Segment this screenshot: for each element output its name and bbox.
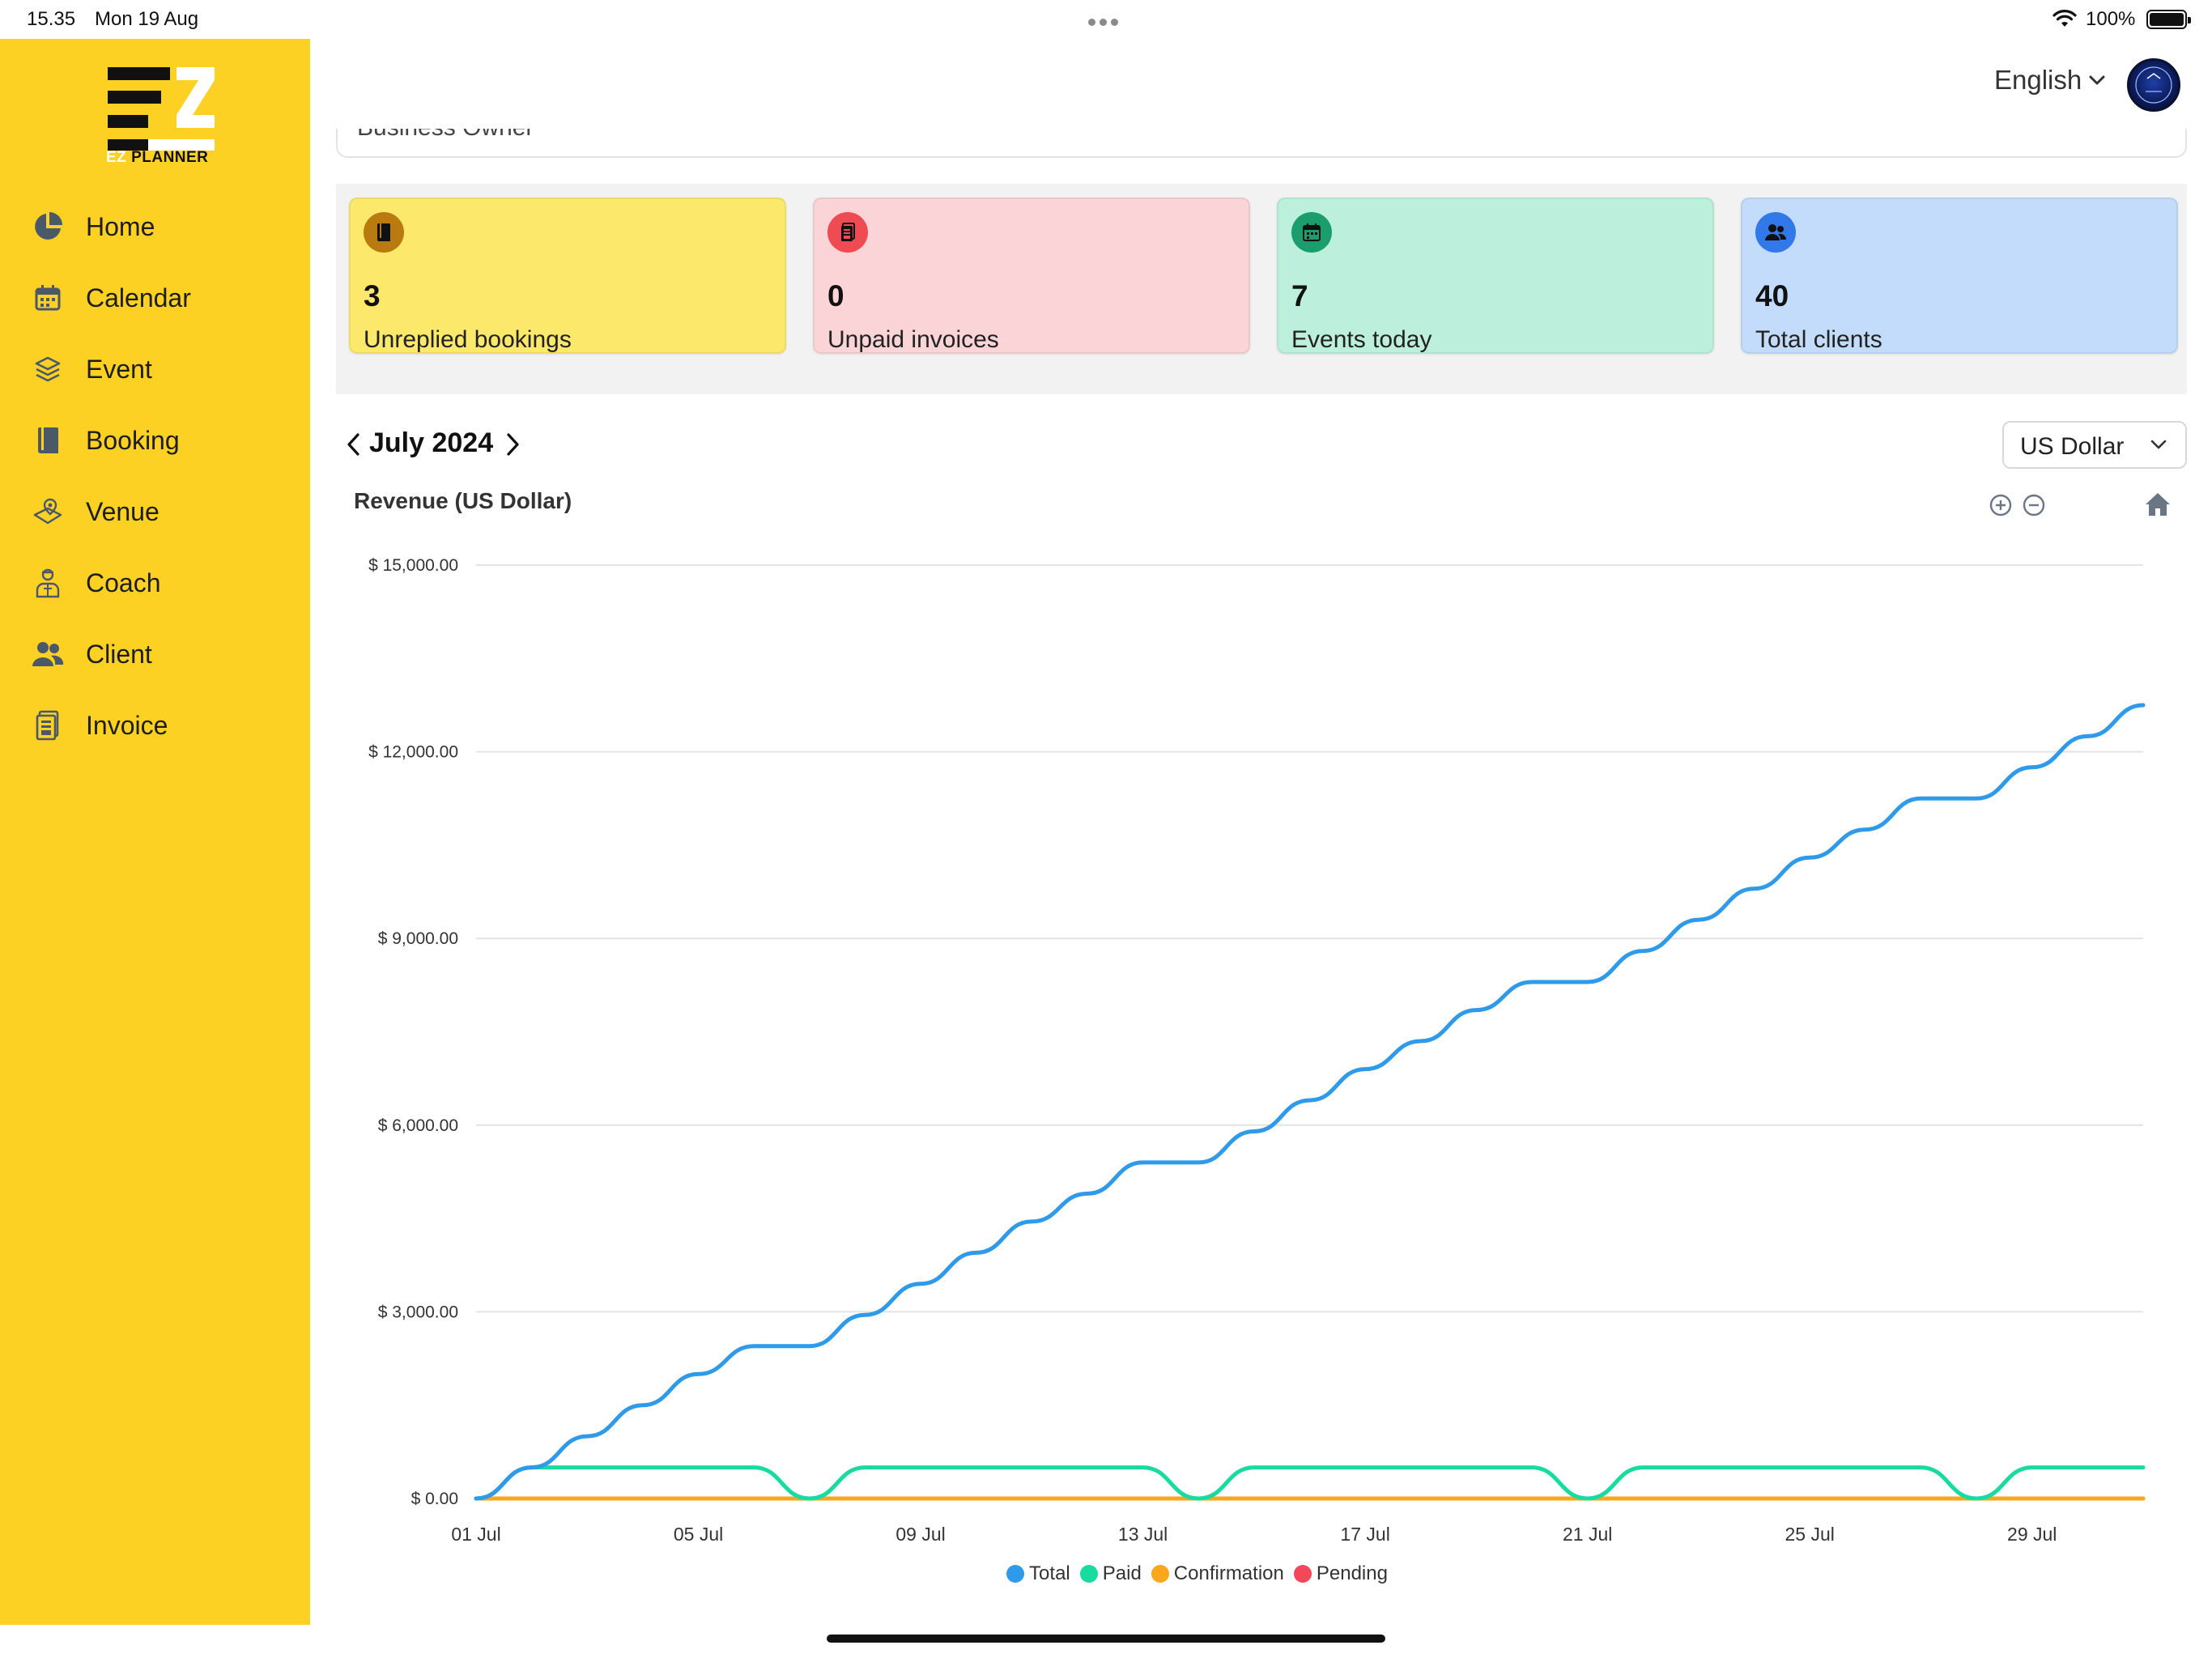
sidebar-item-invoice[interactable]: Invoice	[31, 701, 298, 750]
y-tick-label: $ 12,000.00	[368, 743, 458, 762]
stat-card-unpaid-invoices[interactable]: 0 Unpaid invoices	[813, 198, 1250, 354]
users-icon	[31, 637, 65, 671]
pie-chart-icon	[31, 210, 65, 244]
chart-legend: Total Paid Confirmation Pending	[0, 1562, 2212, 1585]
user-role-text: Business Owner	[357, 129, 534, 142]
legend-item-total[interactable]: Total	[1006, 1562, 1070, 1585]
stat-card-total-clients[interactable]: 40 Total clients	[1741, 198, 2178, 354]
legend-marker	[1151, 1565, 1169, 1583]
y-tick-label: $ 9,000.00	[378, 929, 458, 948]
invoice-icon	[31, 708, 65, 742]
multitasking-dots-icon[interactable]	[1088, 15, 1124, 26]
series-line-paid	[474, 1465, 2146, 1501]
stat-card-unreplied-bookings[interactable]: 3 Unreplied bookings	[349, 198, 786, 354]
legend-label: Total	[1029, 1562, 1070, 1584]
sidebar-item-label: Event	[86, 354, 152, 384]
coach-icon	[31, 566, 65, 600]
stat-label: Total clients	[1755, 326, 1882, 353]
status-date: Mon 19 Aug	[95, 8, 199, 30]
legend-item-paid[interactable]: Paid	[1079, 1562, 1142, 1585]
map-pin-icon	[31, 495, 65, 529]
stat-label: Events today	[1291, 326, 1432, 353]
sidebar-item-booking[interactable]: Booking	[31, 416, 298, 465]
status-time: 15.35	[27, 8, 76, 30]
sidebar-item-home[interactable]: Home	[31, 202, 298, 251]
users-icon	[1755, 212, 1796, 253]
book-icon	[31, 423, 65, 457]
calendar-icon	[31, 281, 65, 315]
zoom-in-icon[interactable]	[1989, 493, 2013, 517]
legend-marker	[1293, 1565, 1312, 1583]
sidebar-item-calendar[interactable]: Calendar	[31, 274, 298, 322]
reset-zoom-home-icon[interactable]	[2144, 491, 2172, 518]
invoice-icon	[827, 212, 868, 253]
sidebar-item-label: Coach	[86, 568, 161, 597]
stat-card-events-today[interactable]: 7 Events today	[1277, 198, 1714, 354]
sidebar-item-venue[interactable]: Venue	[31, 487, 298, 536]
legend-item-pending[interactable]: Pending	[1293, 1562, 1388, 1585]
x-tick-label: 13 Jul	[1118, 1524, 1168, 1545]
profile-panel: Business Owner	[336, 129, 2187, 158]
y-tick-label: $ 6,000.00	[378, 1116, 458, 1135]
stat-label: Unreplied bookings	[364, 326, 572, 353]
x-tick-label: 17 Jul	[1340, 1524, 1389, 1545]
layers-icon	[31, 352, 65, 386]
sidebar-item-coach[interactable]: Coach	[31, 559, 298, 607]
sidebar-item-label: Venue	[86, 496, 160, 526]
status-bar: 15.35 Mon 19 Aug 100%	[0, 0, 2212, 39]
wifi-icon	[2052, 10, 2077, 27]
y-tick-label: $ 15,000.00	[368, 556, 458, 575]
chevron-left-icon[interactable]	[343, 431, 364, 458]
legend-marker	[1006, 1565, 1025, 1583]
legend-item-confirmation[interactable]: Confirmation	[1151, 1562, 1284, 1585]
home-indicator	[827, 1635, 1385, 1643]
stats-panel: 3 Unreplied bookings 0 Unpaid invoices 7…	[336, 184, 2187, 394]
y-tick-label: $ 3,000.00	[378, 1303, 458, 1321]
battery-icon	[2146, 10, 2191, 29]
language-label: English	[1994, 65, 2082, 95]
zoom-out-icon[interactable]	[2022, 493, 2046, 517]
stat-value: 3	[364, 279, 381, 312]
legend-label: Pending	[1316, 1562, 1388, 1584]
x-tick-label: 01 Jul	[451, 1524, 500, 1545]
stat-value: 7	[1291, 279, 1308, 312]
month-label: July 2024	[369, 427, 494, 458]
y-tick-label: $ 0.00	[411, 1490, 458, 1508]
chevron-right-icon[interactable]	[502, 431, 523, 458]
x-tick-label: 25 Jul	[1785, 1524, 1835, 1545]
x-tick-label: 21 Jul	[1563, 1524, 1612, 1545]
x-tick-label: 29 Jul	[2007, 1524, 2057, 1545]
stat-value: 0	[827, 279, 844, 312]
champions-badge-icon	[2135, 66, 2172, 104]
sidebar-item-label: Home	[86, 211, 155, 241]
avatar[interactable]	[2127, 58, 2180, 112]
currency-select[interactable]: US Dollar	[2002, 421, 2187, 469]
stat-label: Unpaid invoices	[827, 326, 999, 353]
book-icon	[364, 212, 404, 253]
sidebar-item-label: Calendar	[86, 283, 191, 312]
legend-label: Confirmation	[1173, 1562, 1284, 1584]
legend-label: Paid	[1102, 1562, 1142, 1584]
legend-marker	[1079, 1565, 1098, 1583]
language-selector[interactable]: English	[1994, 65, 2106, 96]
battery-percent: 100%	[2086, 8, 2136, 30]
chevron-down-icon	[2150, 440, 2167, 449]
app-logo[interactable]	[97, 65, 219, 178]
currency-value: US Dollar	[2020, 433, 2125, 460]
x-tick-label: 05 Jul	[674, 1524, 723, 1545]
x-tick-label: 09 Jul	[895, 1524, 945, 1545]
sidebar-item-label: Invoice	[86, 710, 168, 740]
sidebar-item-event[interactable]: Event	[31, 345, 298, 393]
sidebar-item-label: Booking	[86, 425, 180, 455]
calendar-icon	[1291, 212, 1332, 253]
sidebar-item-label: Client	[86, 639, 152, 669]
stat-value: 40	[1755, 279, 1789, 312]
series-line-total	[474, 703, 2146, 1501]
sidebar: EZ PLANNER Home Calendar Event Booking V…	[0, 39, 310, 1625]
chart-title: Revenue (US Dollar)	[354, 488, 572, 513]
sidebar-item-client[interactable]: Client	[31, 630, 298, 678]
logo-text: EZ PLANNER	[106, 149, 209, 166]
chevron-down-icon	[2089, 75, 2105, 85]
